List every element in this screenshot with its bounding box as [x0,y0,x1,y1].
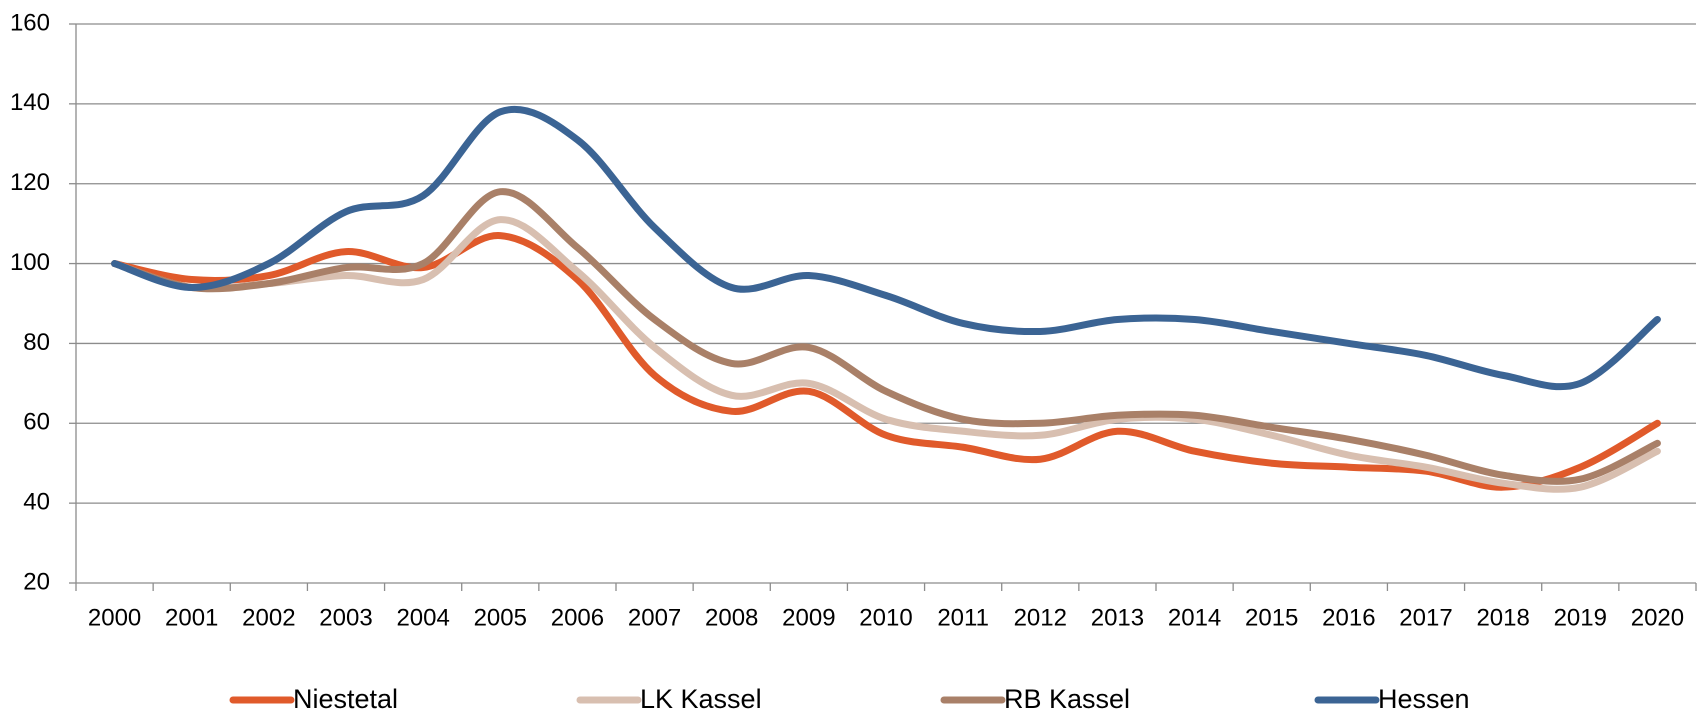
x-tick-label: 2008 [705,604,758,631]
x-tick-label: 2010 [859,604,912,631]
series-line [111,232,1661,491]
x-tick-label: 2015 [1245,604,1298,631]
x-tick-label: 2012 [1014,604,1067,631]
y-tick-label: 40 [23,488,50,515]
y-tick-label: 60 [23,409,50,436]
x-tick-label: 2001 [165,604,218,631]
x-tick-label: 2016 [1322,604,1375,631]
x-tick-label: 2006 [551,604,604,631]
y-tick-label: 140 [10,89,50,116]
y-tick-label: 20 [23,568,50,595]
legend-label: RB Kassel [1004,684,1130,714]
x-tick-label: 2002 [242,604,295,631]
x-tick-label: 2007 [628,604,681,631]
series-line [111,216,1661,493]
y-tick-label: 160 [10,9,50,36]
series-line [111,188,1661,485]
x-tick-label: 2005 [474,604,527,631]
x-tick-label: 2019 [1554,604,1607,631]
x-tick-label: 2017 [1399,604,1452,631]
x-tick-label: 2018 [1476,604,1529,631]
x-tick-label: 2009 [782,604,835,631]
legend-label: Hessen [1378,684,1470,714]
x-tick-label: 2020 [1631,604,1684,631]
x-tick-label: 2004 [396,604,449,631]
legend-label: LK Kassel [640,684,762,714]
x-tick-label: 2011 [937,604,989,631]
x-tick-label: 2000 [88,604,141,631]
legend-label: Niestetal [293,684,398,714]
y-tick-label: 120 [10,169,50,196]
y-tick-label: 80 [23,329,50,356]
series-line [111,105,1661,391]
x-tick-label: 2014 [1168,604,1221,631]
x-tick-label: 2013 [1091,604,1144,631]
x-tick-label: 2003 [319,604,372,631]
y-tick-label: 100 [10,249,50,276]
